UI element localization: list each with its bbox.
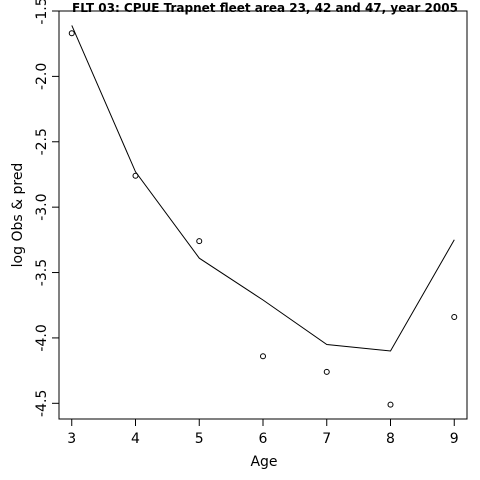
series-points-obs [68, 30, 458, 408]
chart-title: FLT 03: CPUE Trapnet fleet area 23, 42 a… [72, 1, 458, 15]
x-tick-label: 9 [450, 431, 459, 447]
y-tick-label: -1.5 [34, 0, 50, 25]
x-tick-label: 4 [131, 431, 140, 447]
x-tick-label: 5 [195, 431, 204, 447]
x-axis-label: Age [250, 454, 277, 470]
y-tick-label: -3.0 [34, 193, 50, 220]
data-point [132, 172, 139, 179]
data-point [260, 353, 266, 360]
data-point [196, 238, 203, 245]
plot-frame [58, 10, 468, 420]
data-point [323, 368, 330, 375]
y-axis-label: log Obs & pred [10, 163, 26, 268]
x-tick-label: 7 [322, 431, 331, 447]
y-tick-label: -3.5 [34, 259, 50, 286]
x-tick-label: 6 [259, 431, 268, 447]
y-tick-label: -4.0 [34, 324, 50, 351]
series-line-pred [71, 25, 455, 352]
y-axis: -1.5 -2.0 -2.5 -3.0 -3.5 -4.0 -4.5 [34, 0, 59, 417]
data-point [451, 314, 458, 320]
data-point [68, 30, 75, 37]
y-tick-label: -2.0 [34, 63, 50, 90]
data-point [387, 401, 394, 408]
y-tick-label: -2.5 [34, 128, 50, 155]
x-tick-label: 8 [386, 431, 395, 447]
y-tick-label: -4.5 [34, 390, 50, 417]
x-axis: 3 4 5 6 7 8 9 [67, 419, 459, 447]
x-tick-label: 3 [67, 431, 76, 447]
